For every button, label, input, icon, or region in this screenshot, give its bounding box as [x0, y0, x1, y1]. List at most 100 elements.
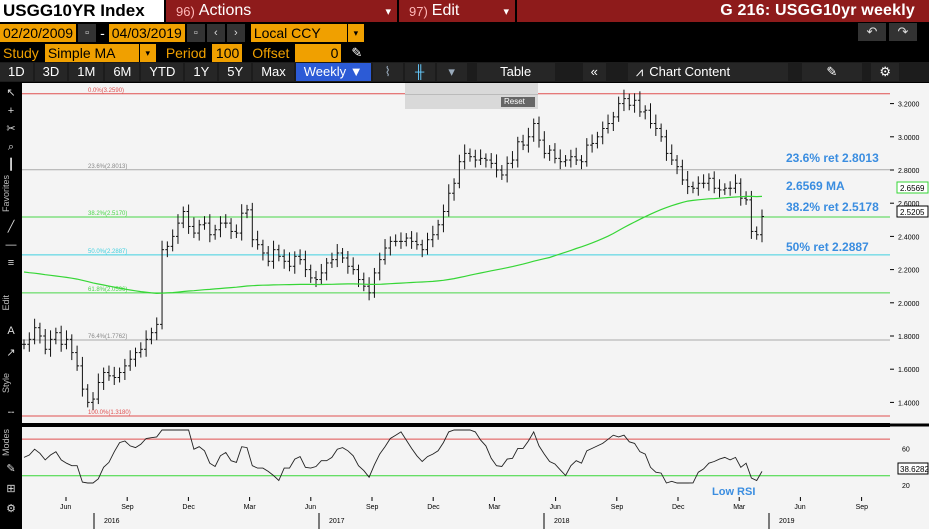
period-ytd[interactable]: YTD [141, 63, 184, 81]
candle-icon[interactable]: ┃ [7, 159, 15, 171]
period-6m[interactable]: 6M [105, 63, 140, 81]
fibonacci-levels: 0.0%(3.2590) 23.6%(2.8013) 38.2%(2.5170) 50… [22, 88, 890, 417]
table-button[interactable]: Table [476, 63, 555, 81]
year-label-0: 2016 [104, 518, 120, 525]
price-axis-ticks: 3.2000 3.0000 2.8000 2.6000 2.4000 2.2000 2.00… [890, 102, 920, 407]
redo-icon[interactable]: ↷ [889, 23, 917, 41]
drawing-tools: ↖ + ✂ ⌕ ┃ Favorites ╱ — ≡ Edit A ↗ Style… [0, 83, 22, 529]
month-label-8: Jun [550, 504, 561, 511]
rsi-tick-label-2: 20 [902, 483, 910, 490]
favorites-label: Favorites [1, 175, 11, 213]
month-label-0: Jun [60, 504, 71, 511]
frequency-select[interactable]: Weekly ▼ [295, 63, 371, 81]
ma-annotation: 2.6569 MA [786, 179, 845, 193]
zoom-icon[interactable]: ⌕ [7, 141, 15, 153]
period-1m[interactable]: 1M [69, 63, 104, 81]
rsi-tick-label-0: 60 [902, 446, 910, 453]
study-row: Study Simple MA ▾ Period 100 Offset 0 ✎ [0, 44, 929, 62]
horizontal-line-icon[interactable]: — [5, 239, 17, 251]
rsi-badge-text: 38.6282 [900, 465, 929, 474]
year-label-3: 2019 [779, 518, 795, 525]
period-3d[interactable]: 3D [34, 63, 68, 81]
actions-menu[interactable]: 96) Actions ▾ [166, 0, 399, 22]
period-5y[interactable]: 5Y [219, 63, 252, 81]
zoom-tools-strip [405, 83, 538, 95]
month-label-9: Sep [611, 504, 624, 511]
mode-b-icon[interactable]: ⊞ [6, 483, 16, 495]
reset-button[interactable]: Reset [501, 97, 535, 107]
chart-content-button[interactable]: ⩘ Chart Content [627, 63, 788, 81]
period-input[interactable]: 100 [212, 44, 243, 62]
chart-type-dropdown-icon[interactable]: ▾ [436, 63, 467, 81]
mode-c-icon[interactable]: ⚙ [6, 503, 16, 515]
modes-label: Modes [1, 429, 11, 457]
month-label-2: Dec [182, 504, 195, 511]
ticker-field[interactable]: USGG10YR Index [0, 0, 166, 22]
nav-arrows: ↶ ↷ [855, 23, 917, 41]
price-tick-label-8: 1.6000 [898, 367, 920, 374]
actions-number: 96) [176, 3, 195, 19]
study-select[interactable]: Simple MA [44, 44, 139, 62]
pencil-icon[interactable]: ✎ [351, 45, 363, 60]
reset-label: Reset [504, 97, 525, 106]
study-dropdown-icon[interactable]: ▾ [139, 44, 156, 62]
low-rsi-annotation: Low RSI [712, 486, 755, 498]
scissors-icon[interactable]: ✂ [6, 123, 16, 135]
channel-icon[interactable]: ≡ [7, 257, 15, 269]
edit-side-label: Edit [1, 295, 11, 311]
period-1y[interactable]: 1Y [185, 63, 218, 81]
currency-select[interactable]: Local CCY [250, 24, 347, 42]
edit-chart-icon[interactable]: ✎ [801, 63, 862, 81]
collapse-icon[interactable]: « [582, 63, 606, 81]
fib-label-1: 23.6%(2.8013) [88, 164, 127, 170]
actions-caret-icon: ▾ [385, 5, 391, 18]
edit-caret-icon: ▾ [503, 5, 509, 18]
end-calendar-icon[interactable]: ▫ [186, 24, 205, 42]
trend-line-icon[interactable]: ╱ [7, 221, 15, 233]
rsi-badge [897, 462, 929, 475]
price-tick-label-1: 3.0000 [898, 135, 920, 142]
line-style-icon[interactable]: ╌ [7, 407, 15, 419]
price-badge [896, 205, 929, 218]
undo-icon[interactable]: ↶ [858, 23, 886, 41]
month-label-7: Mar [488, 504, 501, 511]
ma-badge-text: 2.6569 [900, 184, 925, 193]
price-chart[interactable]: 0.0%(3.2590) 23.6%(2.8013) 38.2%(2.5170) 50… [22, 83, 929, 529]
start-date-field[interactable]: 02/20/2009 [0, 24, 77, 42]
crosshair-icon[interactable]: + [7, 105, 15, 117]
rsi-line [23, 429, 763, 484]
price-tick-label-9: 1.4000 [898, 400, 920, 407]
offset-label: Offset [252, 45, 290, 61]
text-icon[interactable]: A [7, 325, 15, 337]
period-1d[interactable]: 1D [0, 63, 33, 81]
prev-range-icon[interactable]: ‹ [206, 24, 225, 42]
currency-dropdown-icon[interactable]: ▾ [347, 24, 364, 42]
current-price-badges: 2.6569 2.5205 [896, 181, 929, 218]
time-axis: Jun Sep Dec Mar Jun Sep Dec Mar Jun Sep Dec Mar Jun S… [60, 497, 868, 529]
gear-icon[interactable]: ⚙ [871, 63, 899, 81]
pointer-icon[interactable]: ↖ [6, 87, 16, 99]
chart-toolbar: 1D 3D 1M 6M YTD 1Y 5Y Max Weekly ▼ ⌇ ╫ ▾… [0, 62, 929, 82]
bar-chart-icon[interactable]: ╫ [404, 63, 435, 81]
fib-label-2: 38.2%(2.5170) [88, 211, 127, 217]
price-tick-label-0: 3.2000 [898, 102, 920, 109]
next-range-icon[interactable]: › [226, 24, 245, 42]
period-max[interactable]: Max [253, 63, 294, 81]
arrow-icon[interactable]: ↗ [6, 347, 16, 359]
edit-menu[interactable]: 97) Edit ▾ [399, 0, 517, 22]
zoom-tools-popup: Reset [405, 83, 538, 109]
fib-label-3: 50.0%(2.2887) [88, 249, 127, 255]
edit-number: 97) [409, 3, 428, 19]
price-badge-text: 2.5205 [900, 208, 925, 217]
start-calendar-icon[interactable]: ▫ [78, 24, 97, 42]
mode-a-icon[interactable]: ✎ [6, 463, 16, 475]
end-date-field[interactable]: 04/03/2019 [108, 24, 185, 42]
price-tick-label-2: 2.8000 [898, 168, 920, 175]
offset-input[interactable]: 0 [295, 44, 342, 62]
month-label-11: Mar [733, 504, 746, 511]
actions-label: Actions [198, 2, 252, 19]
fib-label-0: 0.0%(3.2590) [88, 88, 124, 94]
price-tick-label-6: 2.0000 [898, 301, 920, 308]
line-chart-icon[interactable]: ⌇ [372, 63, 403, 81]
time-axis-panel [22, 497, 929, 529]
